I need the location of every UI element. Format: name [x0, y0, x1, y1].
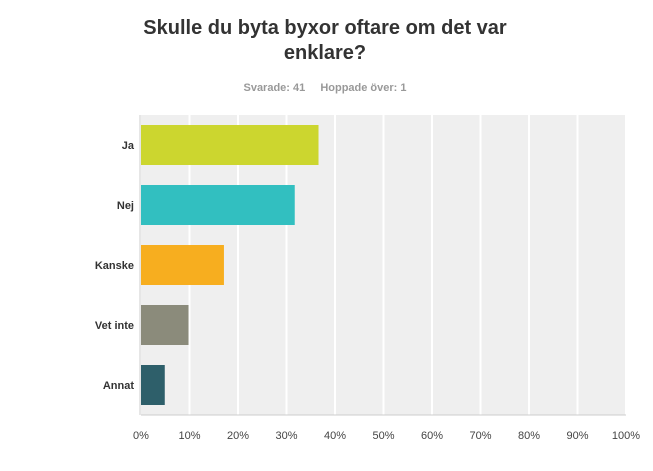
- x-tick-label: 50%: [372, 430, 394, 442]
- category-label: Ja: [122, 140, 135, 152]
- x-tick-label: 20%: [227, 430, 249, 442]
- x-tick-label: 30%: [275, 430, 297, 442]
- chart-title: Skulle du byta byxor oftare om det var e…: [130, 16, 520, 66]
- bar: [141, 125, 319, 165]
- x-tick-label: 100%: [612, 430, 640, 442]
- skipped-count: Hoppade över: 1: [320, 82, 407, 94]
- x-tick-label: 60%: [421, 430, 443, 442]
- bar: [141, 305, 189, 345]
- x-tick-label: 10%: [178, 430, 200, 442]
- x-tick-label: 80%: [518, 430, 540, 442]
- category-label: Nej: [117, 200, 134, 212]
- chart-title-line-2: enklare?: [283, 42, 367, 64]
- x-tick-label: 0%: [133, 430, 149, 442]
- chart-title-line-1: Skulle du byta byxor oftare om det var: [143, 17, 507, 39]
- x-tick-label: 40%: [324, 430, 346, 442]
- bar: [141, 245, 224, 285]
- bar: [141, 365, 165, 405]
- response-stats: Svarade: 41 Hoppade över: 1: [120, 82, 530, 94]
- category-label: Annat: [103, 380, 135, 392]
- x-tick-label: 70%: [469, 430, 491, 442]
- answered-count: Svarade: 41: [243, 82, 306, 94]
- x-tick-label: 90%: [566, 430, 588, 442]
- category-label: Kanske: [95, 260, 134, 272]
- category-label: Vet inte: [95, 320, 134, 332]
- bar: [141, 185, 295, 225]
